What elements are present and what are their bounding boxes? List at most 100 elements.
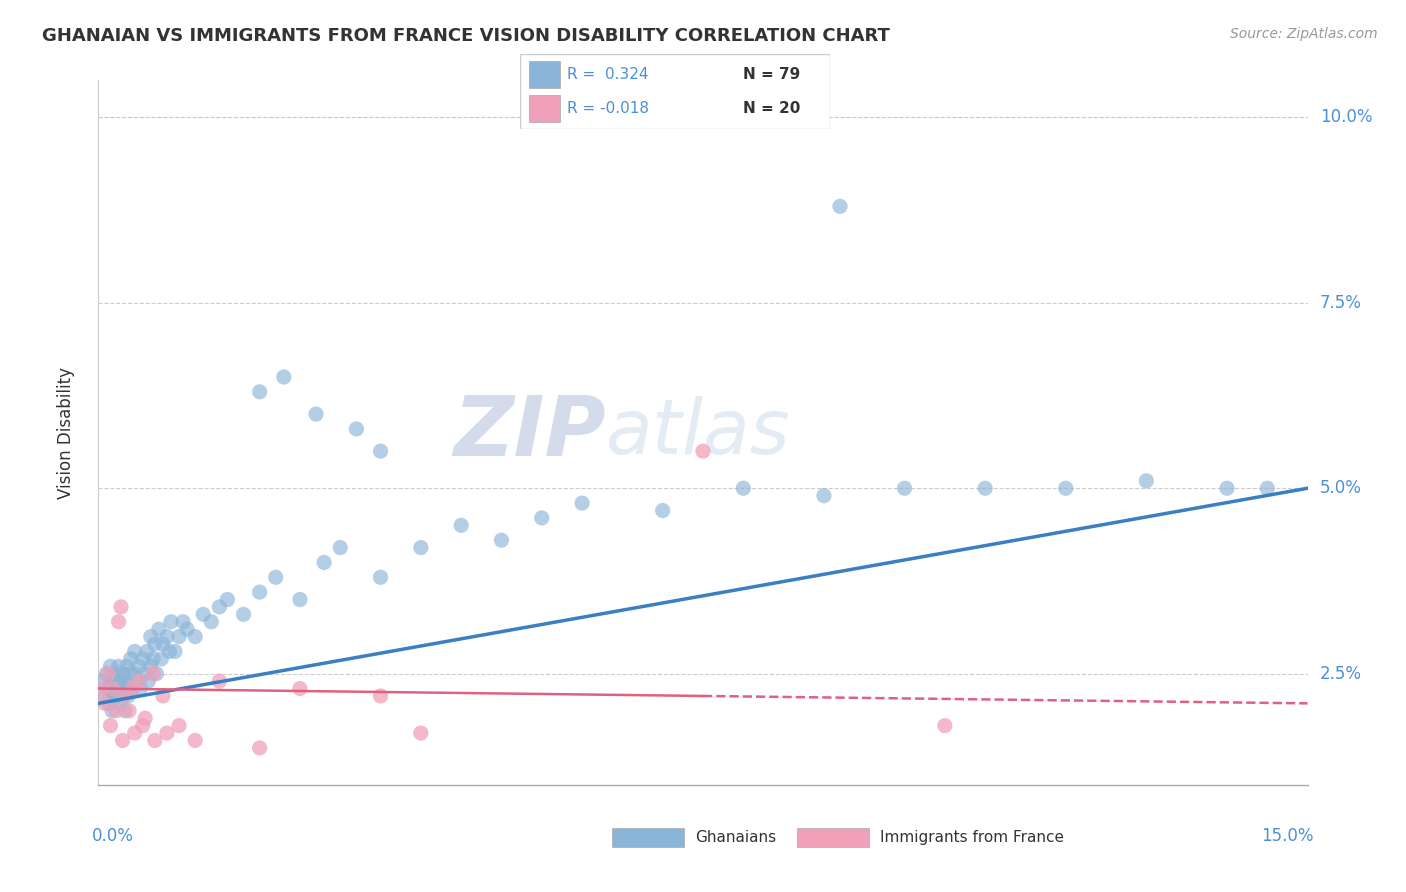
Point — [100, 681, 122, 696]
Point — [115, 659, 138, 673]
Point — [193, 607, 215, 622]
Point — [167, 630, 190, 644]
Point — [111, 681, 134, 696]
Point — [148, 622, 170, 636]
Y-axis label: Vision Disability: Vision Disability — [56, 367, 75, 499]
Point — [105, 704, 128, 718]
Point — [288, 592, 311, 607]
Point — [409, 726, 432, 740]
Point — [409, 541, 432, 555]
Point — [208, 674, 231, 689]
Point — [450, 518, 472, 533]
Point — [167, 718, 190, 732]
Point — [249, 740, 271, 755]
Point — [118, 704, 141, 718]
Point — [91, 681, 114, 696]
Point — [370, 570, 392, 584]
Text: 0.0%: 0.0% — [93, 827, 134, 846]
Point — [124, 666, 146, 681]
Point — [101, 704, 124, 718]
Point — [491, 533, 513, 548]
Text: R =  0.324: R = 0.324 — [567, 67, 648, 82]
Point — [96, 666, 118, 681]
Point — [934, 718, 956, 732]
Point — [184, 733, 207, 747]
Point — [103, 689, 125, 703]
Point — [571, 496, 593, 510]
Point — [107, 615, 129, 629]
Text: Immigrants from France: Immigrants from France — [880, 830, 1064, 845]
Text: 7.5%: 7.5% — [1320, 293, 1361, 312]
Point — [105, 674, 128, 689]
Point — [329, 541, 352, 555]
Point — [121, 681, 143, 696]
FancyBboxPatch shape — [530, 62, 561, 87]
Point — [200, 615, 222, 629]
Point — [107, 659, 129, 673]
Point — [114, 704, 136, 718]
Point — [105, 681, 128, 696]
Point — [110, 599, 132, 614]
Point — [115, 681, 138, 696]
Point — [97, 697, 120, 711]
Point — [143, 637, 166, 651]
Point — [163, 644, 186, 658]
Point — [828, 199, 851, 213]
Point — [150, 652, 173, 666]
Point — [129, 681, 152, 696]
Point — [111, 733, 134, 747]
Text: 15.0%: 15.0% — [1261, 827, 1313, 846]
Point — [893, 481, 915, 495]
Point — [813, 489, 835, 503]
Point — [530, 511, 553, 525]
Point — [124, 726, 146, 740]
Text: 5.0%: 5.0% — [1320, 479, 1361, 497]
Text: R = -0.018: R = -0.018 — [567, 102, 648, 116]
Point — [370, 689, 392, 703]
Text: N = 79: N = 79 — [742, 67, 800, 82]
Point — [112, 689, 135, 703]
Point — [103, 666, 125, 681]
Point — [305, 407, 328, 421]
Text: 2.5%: 2.5% — [1320, 665, 1361, 682]
Point — [733, 481, 755, 495]
Point — [143, 733, 166, 747]
Point — [288, 681, 311, 696]
Point — [1256, 481, 1278, 495]
Point — [138, 674, 160, 689]
Point — [94, 689, 117, 703]
Point — [97, 681, 120, 696]
Point — [101, 674, 124, 689]
Point — [249, 384, 271, 399]
Point — [97, 666, 120, 681]
Point — [107, 689, 129, 703]
Point — [134, 711, 156, 725]
Point — [139, 630, 162, 644]
Point — [1216, 481, 1239, 495]
Point — [124, 644, 146, 658]
Point — [127, 674, 149, 689]
Point — [157, 644, 180, 658]
Point — [273, 370, 295, 384]
Point — [117, 689, 139, 703]
Point — [172, 615, 194, 629]
Point — [142, 652, 165, 666]
FancyBboxPatch shape — [520, 54, 830, 129]
Point — [232, 607, 254, 622]
Point — [121, 681, 143, 696]
FancyBboxPatch shape — [530, 95, 561, 122]
Point — [91, 674, 114, 689]
Point — [314, 556, 336, 570]
Text: Source: ZipAtlas.com: Source: ZipAtlas.com — [1230, 27, 1378, 41]
Point — [132, 718, 155, 732]
Point — [120, 666, 142, 681]
Point — [152, 689, 174, 703]
Point — [651, 503, 673, 517]
Point — [344, 422, 367, 436]
Point — [208, 599, 231, 614]
Point — [139, 659, 162, 673]
Text: GHANAIAN VS IMMIGRANTS FROM FRANCE VISION DISABILITY CORRELATION CHART: GHANAIAN VS IMMIGRANTS FROM FRANCE VISIO… — [42, 27, 890, 45]
Point — [692, 444, 714, 458]
Point — [217, 592, 239, 607]
Point — [134, 666, 156, 681]
